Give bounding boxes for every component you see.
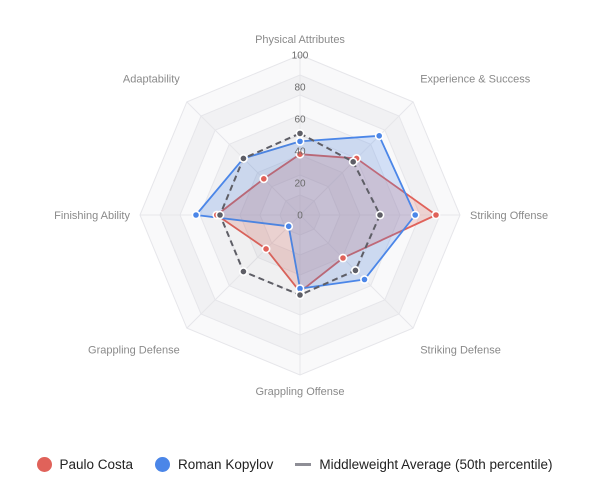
tick-label: 0 (297, 211, 303, 222)
chart-legend: Paulo Costa Roman Kopylov Middleweight A… (0, 450, 589, 478)
legend-marker-middleweight-average (295, 462, 312, 466)
data-point-middleweight-average-50th-percentile-striking-defense[interactable] (351, 266, 360, 275)
tick-label: 80 (294, 83, 306, 94)
radar-series (195, 132, 437, 296)
data-point-middleweight-average-50th-percentile-striking-offense[interactable] (375, 210, 385, 220)
axis-label-adaptability: Adaptability (123, 73, 180, 85)
data-point-paulo-costa-grappling-defense[interactable] (261, 244, 271, 254)
data-point-roman-kopylov-finishing-ability[interactable] (191, 210, 201, 220)
tick-label: 100 (292, 51, 309, 62)
legend-marker-paulo-costa (36, 456, 52, 472)
legend-marker-roman-kopylov (155, 456, 171, 472)
data-point-middleweight-average-50th-percentile-grappling-defense[interactable] (239, 267, 248, 276)
radar-chart: 0 20 40 60 80 100 Physical Attributes Experien… (54, 34, 548, 398)
legend-label-middleweight-average: Middleweight Average (50th percentile) (319, 456, 553, 472)
data-point-roman-kopylov-striking-offense[interactable] (410, 210, 420, 220)
data-point-middleweight-average-50th-percentile-experience-success[interactable] (348, 157, 358, 167)
data-point-middleweight-average-50th-percentile-finishing-ability[interactable] (215, 210, 225, 220)
data-point-middleweight-average-50th-percentile-physical-attributes[interactable] (295, 128, 305, 138)
data-point-paulo-costa-striking-defense[interactable] (338, 253, 348, 263)
data-point-paulo-costa-adaptability[interactable] (259, 174, 269, 184)
radar-points (191, 128, 441, 300)
data-point-roman-kopylov-striking-defense[interactable] (360, 275, 369, 284)
radar-tick-labels: 0 20 40 60 80 100 (292, 51, 309, 222)
axis-label-striking-offense: Striking Offense (470, 210, 548, 222)
tick-label: 60 (294, 115, 306, 126)
axis-label-physical-attributes: Physical Attributes (255, 34, 345, 46)
legend-item-paulo-costa[interactable]: Paulo Costa (36, 456, 134, 472)
axis-label-striking-defense: Striking Defense (420, 345, 501, 357)
axis-label-grappling-offense: Grappling Offense (255, 386, 344, 398)
legend-label-paulo-costa: Paulo Costa (59, 456, 134, 472)
axis-label-grappling-defense: Grappling Defense (88, 345, 180, 357)
data-point-middleweight-average-50th-percentile-adaptability[interactable] (239, 154, 248, 163)
legend-item-roman-kopylov[interactable]: Roman Kopylov (155, 456, 274, 472)
axis-label-experience-success: Experience & Success (420, 73, 531, 85)
data-point-paulo-costa-striking-offense[interactable] (431, 210, 441, 220)
data-point-roman-kopylov-experience-success[interactable] (374, 131, 384, 141)
legend-item-middleweight-average[interactable]: Middleweight Average (50th percentile) (295, 456, 553, 472)
legend-label-roman-kopylov: Roman Kopylov (178, 456, 274, 472)
tick-label: 20 (294, 179, 306, 190)
tick-label: 40 (294, 147, 306, 158)
data-point-roman-kopylov-grappling-defense[interactable] (284, 221, 294, 231)
data-point-middleweight-average-50th-percentile-grappling-offense[interactable] (295, 290, 305, 300)
radar-axis-labels: Physical Attributes Experience & Success S… (54, 34, 548, 398)
axis-label-finishing-ability: Finishing Ability (54, 210, 130, 222)
data-point-roman-kopylov-physical-attributes[interactable] (295, 136, 305, 146)
data-point-paulo-costa-physical-attributes[interactable] (295, 149, 305, 159)
